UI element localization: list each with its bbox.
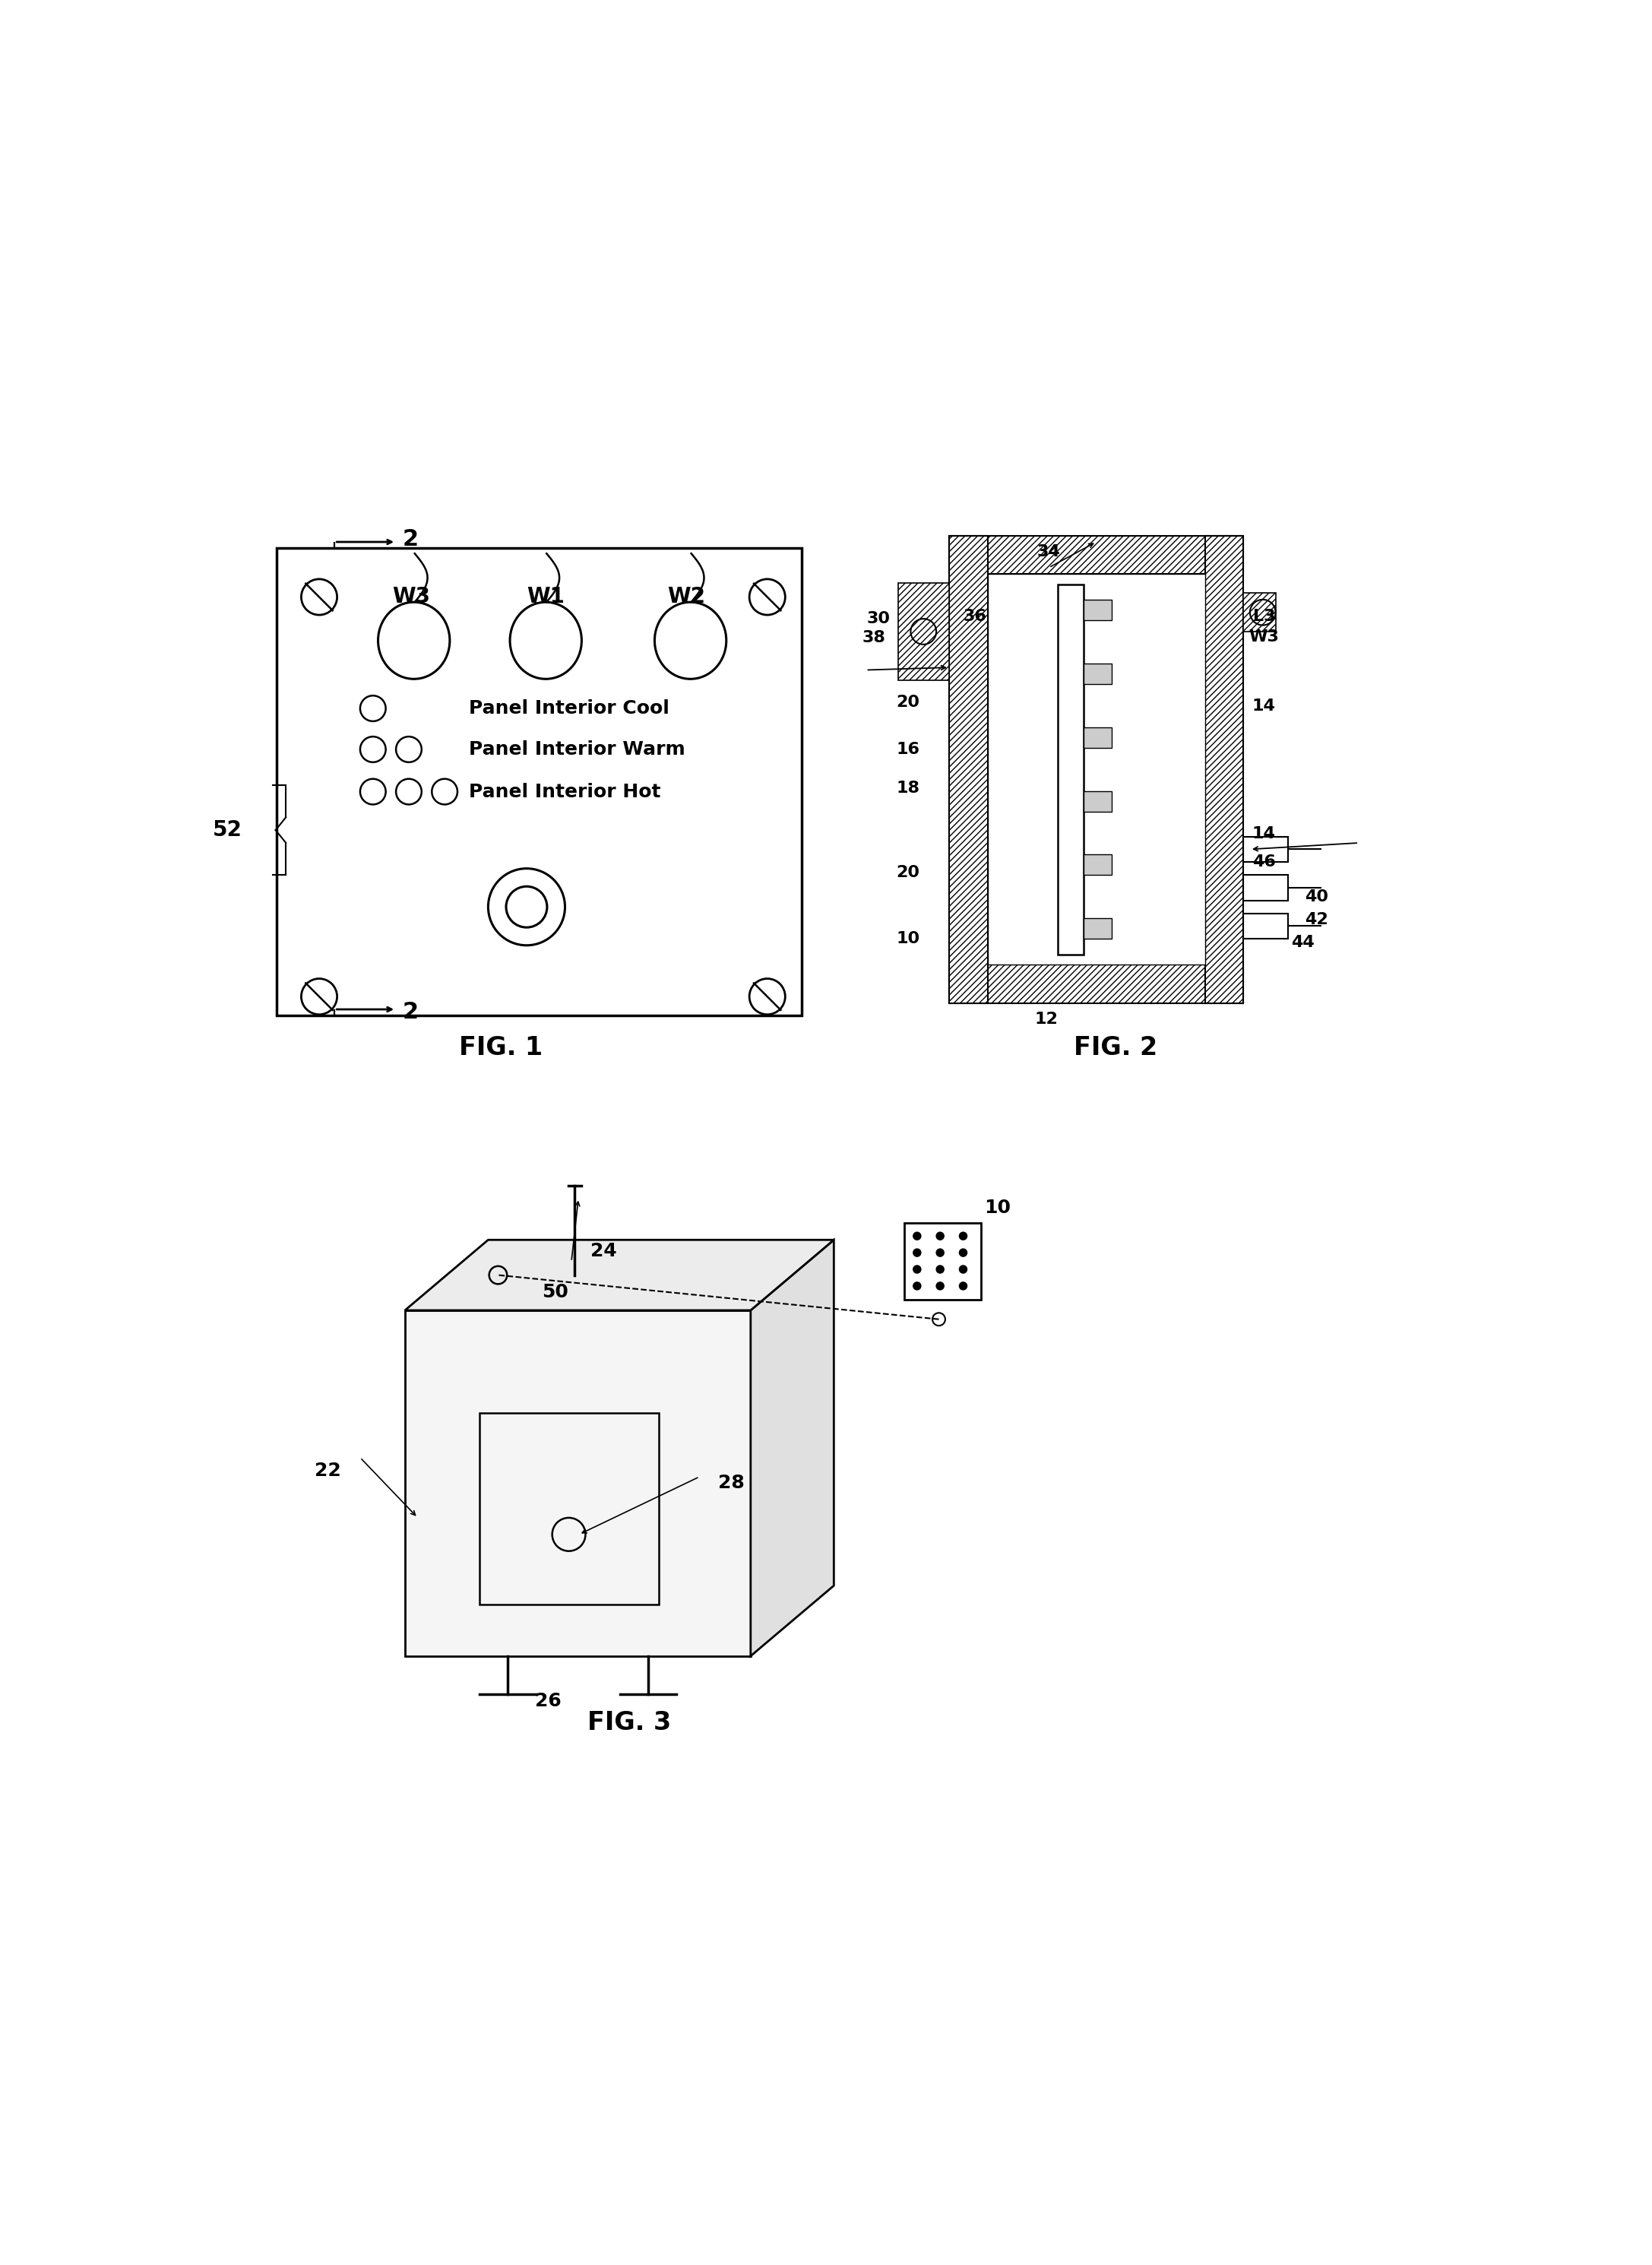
Text: 22: 22: [316, 1461, 342, 1479]
Text: 12: 12: [1034, 1012, 1059, 1028]
Bar: [1206, 535, 1244, 1003]
Text: 10: 10: [897, 931, 920, 947]
Bar: [1244, 836, 1289, 863]
Text: 26: 26: [535, 1692, 562, 1710]
Text: FIG. 1: FIG. 1: [459, 1035, 544, 1060]
Circle shape: [937, 1282, 943, 1289]
Text: 40: 40: [1305, 890, 1328, 904]
Text: 16: 16: [897, 743, 920, 757]
Bar: [948, 965, 1244, 1003]
Text: 20: 20: [897, 865, 920, 879]
Bar: [1084, 727, 1112, 747]
Bar: [1084, 664, 1112, 684]
Bar: [988, 573, 1206, 965]
Text: W3: W3: [393, 587, 430, 607]
Text: 14: 14: [1252, 698, 1275, 713]
Bar: [948, 535, 988, 1003]
Text: L3: L3: [1252, 609, 1275, 623]
Bar: [899, 582, 948, 680]
Circle shape: [960, 1266, 966, 1273]
Text: Panel Interior Warm: Panel Interior Warm: [469, 741, 686, 759]
Text: 50: 50: [542, 1284, 568, 1302]
Bar: [1084, 917, 1112, 940]
Circle shape: [914, 1282, 920, 1289]
Text: 30: 30: [867, 612, 890, 627]
Text: Panel Interior Hot: Panel Interior Hot: [469, 781, 661, 802]
Text: 46: 46: [1252, 854, 1275, 870]
Circle shape: [960, 1282, 966, 1289]
Bar: [278, 548, 801, 1015]
Text: W3: W3: [1249, 630, 1279, 643]
Text: 10: 10: [985, 1198, 1011, 1216]
Polygon shape: [750, 1239, 834, 1656]
Text: 14: 14: [1252, 827, 1275, 843]
Bar: [948, 535, 1244, 573]
Circle shape: [960, 1232, 966, 1239]
Circle shape: [914, 1248, 920, 1257]
Bar: [479, 1413, 659, 1606]
Text: 34: 34: [1037, 544, 1061, 559]
Bar: [1057, 584, 1084, 954]
Text: W1: W1: [527, 587, 565, 607]
Circle shape: [937, 1266, 943, 1273]
Text: 2: 2: [403, 528, 418, 550]
Circle shape: [937, 1232, 943, 1239]
Circle shape: [937, 1248, 943, 1257]
Bar: [1244, 913, 1289, 940]
Text: 24: 24: [590, 1241, 616, 1262]
Bar: [904, 1223, 981, 1300]
Text: 28: 28: [719, 1475, 745, 1493]
Bar: [1244, 593, 1275, 632]
Circle shape: [914, 1266, 920, 1273]
Text: FIG. 3: FIG. 3: [586, 1710, 671, 1735]
Text: 18: 18: [897, 779, 920, 795]
Text: 42: 42: [1305, 913, 1328, 926]
Text: 38: 38: [862, 630, 885, 646]
Text: FIG. 2: FIG. 2: [1074, 1035, 1158, 1060]
Text: 52: 52: [213, 820, 243, 840]
Text: Panel Interior Cool: Panel Interior Cool: [469, 700, 669, 718]
Bar: [1084, 600, 1112, 621]
Text: 36: 36: [963, 609, 986, 623]
Polygon shape: [405, 1239, 834, 1311]
Text: 20: 20: [897, 695, 920, 709]
Text: W2: W2: [667, 587, 705, 607]
Circle shape: [960, 1248, 966, 1257]
Bar: [1084, 790, 1112, 811]
Polygon shape: [405, 1311, 750, 1656]
Bar: [1244, 874, 1289, 901]
Text: 2: 2: [403, 1001, 418, 1024]
Circle shape: [914, 1232, 920, 1239]
Bar: [1084, 854, 1112, 874]
Text: 44: 44: [1290, 935, 1313, 951]
